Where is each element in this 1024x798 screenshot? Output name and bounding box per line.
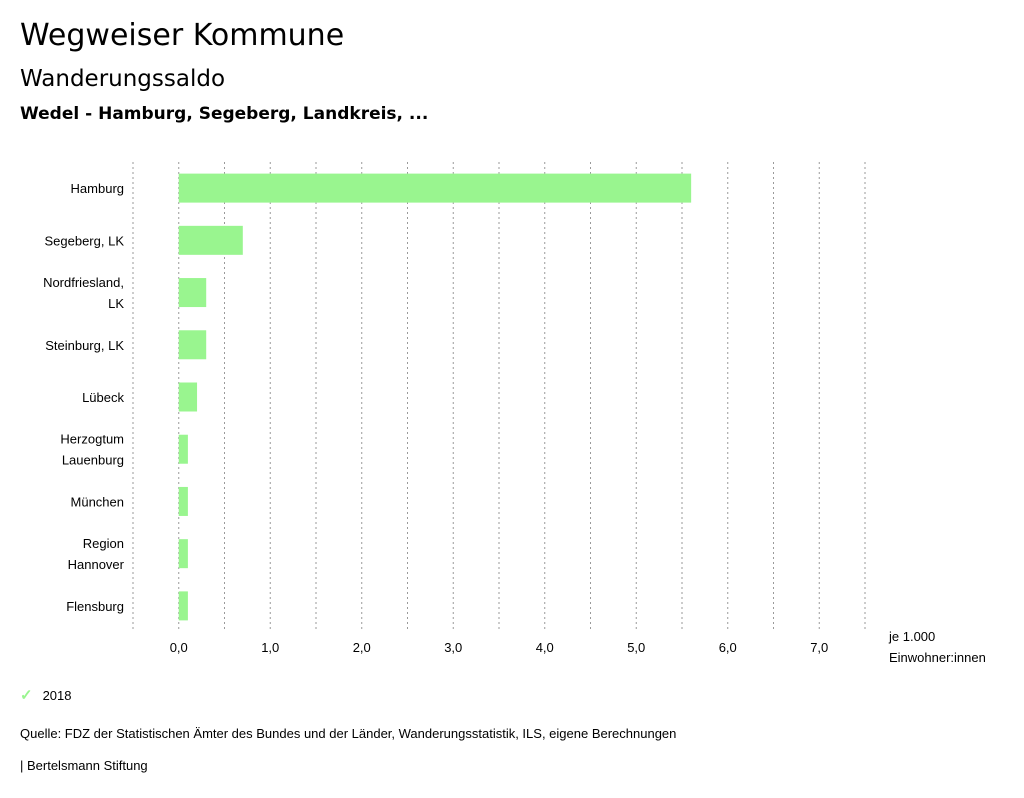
bar-5 bbox=[178, 434, 188, 464]
page-title: Wegweiser Kommune bbox=[20, 18, 345, 53]
category-label-5-1: Lauenburg bbox=[62, 453, 124, 468]
x-tick-label-7: 7,0 bbox=[810, 640, 828, 655]
category-label-8-0: Flensburg bbox=[66, 599, 124, 614]
category-label-5-0: Herzogtum bbox=[60, 432, 124, 447]
category-label-2-0: Nordfriesland, bbox=[43, 275, 124, 290]
bar-4 bbox=[178, 382, 198, 412]
x-tick-label-4: 4,0 bbox=[536, 640, 554, 655]
x-tick-label-6: 6,0 bbox=[719, 640, 737, 655]
bar-2 bbox=[178, 278, 207, 308]
x-axis-unit-label-0: je 1.000 bbox=[888, 629, 935, 644]
bar-6 bbox=[178, 486, 188, 516]
x-tick-label-2: 2,0 bbox=[353, 640, 371, 655]
category-label-0-0: Hamburg bbox=[71, 181, 124, 196]
x-tick-label-5: 5,0 bbox=[627, 640, 645, 655]
bar-0 bbox=[178, 173, 692, 203]
chart-subtitle: Wanderungssaldo bbox=[20, 66, 226, 92]
category-label-3-0: Steinburg, LK bbox=[45, 338, 124, 353]
legend-label: 2018 bbox=[42, 687, 72, 703]
bar-8 bbox=[178, 591, 188, 621]
x-tick-label-0: 0,0 bbox=[170, 640, 188, 655]
category-label-7-0: Region bbox=[83, 536, 124, 551]
region-title: Wedel - Hamburg, Segeberg, Landkreis, ..… bbox=[20, 104, 429, 124]
bar-chart: Hamburg Segeberg, LK Nordfriesland, LK Stein… bbox=[43, 162, 986, 665]
legend[interactable]: ✓ 2018 bbox=[20, 686, 72, 704]
x-tick-label-1: 1,0 bbox=[261, 640, 279, 655]
x-tick-label-3: 3,0 bbox=[444, 640, 462, 655]
category-label-1-0: Segeberg, LK bbox=[44, 233, 124, 248]
source-note: Quelle: FDZ der Statistischen Ämter des … bbox=[20, 726, 677, 741]
category-label-6-0: München bbox=[71, 494, 124, 509]
x-axis-unit-label-1: Einwohner:innen bbox=[889, 650, 986, 665]
category-label-2-1: LK bbox=[108, 296, 124, 311]
bar-3 bbox=[178, 330, 207, 360]
category-label-4-0: Lübeck bbox=[82, 390, 124, 405]
brand-note: | Bertelsmann Stiftung bbox=[20, 758, 148, 773]
bar-7 bbox=[178, 539, 188, 569]
check-icon: ✓ bbox=[20, 687, 33, 704]
category-label-7-1: Hannover bbox=[68, 557, 125, 572]
bar-1 bbox=[178, 225, 243, 255]
